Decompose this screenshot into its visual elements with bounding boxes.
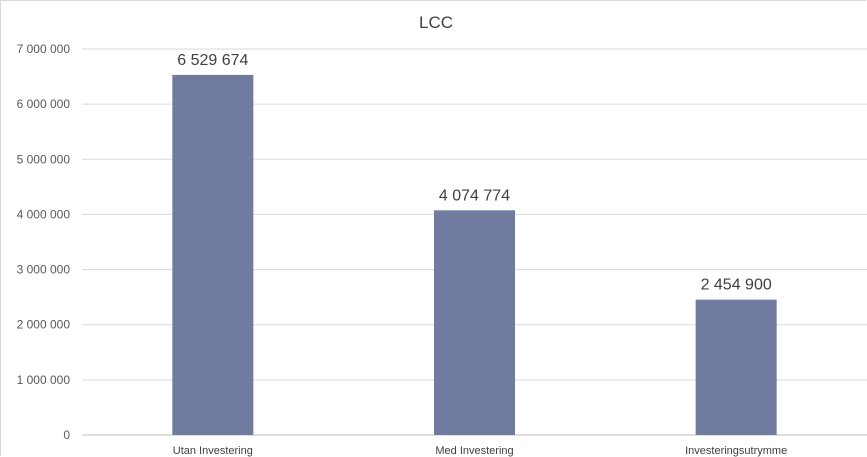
y-tick-label: 5 000 000: [17, 152, 71, 166]
x-tick-label: Utan Investering: [173, 445, 253, 457]
x-axis-ticks: Utan Investering Med Investering Investeri…: [173, 445, 787, 457]
bar-value-label: 6 529 674: [177, 52, 248, 69]
y-axis-ticks: 0 1 000 000 2 000 000 3 000 000 4 000 000 5 0…: [17, 42, 71, 442]
bar: [695, 299, 777, 435]
bars: [172, 74, 777, 435]
y-tick-label: 0: [63, 428, 70, 442]
y-tick-label: 3 000 000: [17, 263, 71, 277]
y-tick-label: 2 000 000: [17, 318, 71, 332]
y-tick-label: 1 000 000: [17, 373, 71, 387]
chart-title: LCC: [419, 13, 453, 32]
bar: [172, 74, 254, 435]
bar-value-label: 2 454 900: [701, 277, 772, 294]
y-tick-label: 7 000 000: [17, 42, 71, 56]
x-tick-label: Med Investering: [435, 445, 513, 457]
y-tick-label: 4 000 000: [17, 207, 71, 221]
bar-value-label: 4 074 774: [439, 187, 510, 204]
bar: [434, 210, 515, 435]
y-tick-label: 6 000 000: [17, 97, 71, 111]
x-tick-label: Investeringsutrymme: [685, 445, 787, 457]
data-labels: 6 529 674 4 074 774 2 454 900: [177, 52, 772, 294]
